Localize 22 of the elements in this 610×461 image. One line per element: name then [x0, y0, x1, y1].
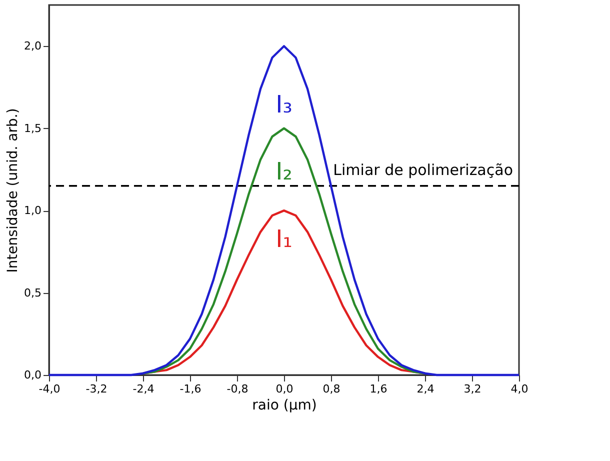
- y-tick-label: 0,0: [24, 368, 42, 382]
- y-tick-label: 1,5: [24, 122, 42, 135]
- series-label: I₂: [276, 158, 292, 186]
- x-tick-label: -2,4: [132, 382, 154, 396]
- x-tick-label: 0,8: [322, 382, 340, 396]
- series-label: I₁: [276, 225, 292, 254]
- x-tick-label: -0,8: [226, 382, 248, 396]
- y-tick-label: 1,0: [24, 204, 42, 218]
- x-tick-label: -1,6: [180, 382, 202, 396]
- series-label: I₃: [276, 90, 292, 118]
- x-tick-label: -4,0: [38, 382, 60, 396]
- x-tick-label: 1,6: [370, 382, 388, 396]
- x-tick-label: 2,4: [416, 382, 434, 396]
- ref-line-label: Limiar de polimerização: [333, 160, 513, 179]
- x-tick-label: 3,2: [464, 382, 482, 396]
- y-tick-label: 0,5: [24, 286, 42, 300]
- x-tick-label: 0,0: [276, 382, 294, 396]
- x-axis-title: raio (μm): [252, 398, 317, 414]
- x-tick-label: -3,2: [86, 382, 108, 396]
- y-axis-title: Intensidade (unid. arb.): [5, 108, 22, 273]
- x-tick-label: 4,0: [510, 382, 528, 396]
- y-tick-label: 2,0: [24, 40, 42, 53]
